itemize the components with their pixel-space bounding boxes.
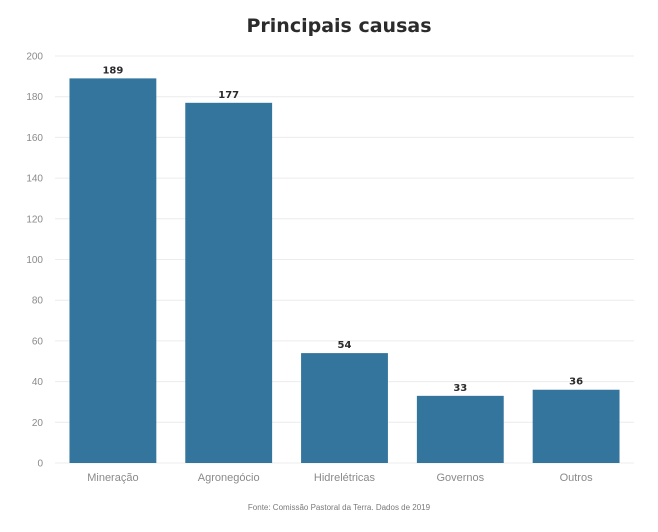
bar-value-label: 36 — [569, 377, 583, 388]
bar — [532, 389, 620, 463]
y-tick-label: 80 — [32, 296, 44, 307]
chart-title: Principais causas — [246, 15, 431, 37]
y-axis: 0 20 40 60 80 100 120 140 160 180 200 — [26, 52, 43, 470]
y-tick-label: 0 — [37, 459, 43, 470]
bar-value-label: 33 — [453, 383, 467, 394]
x-tick-label: Mineração — [87, 472, 138, 484]
x-tick-label: Hidrelétricas — [314, 472, 376, 484]
y-tick-label: 120 — [26, 214, 43, 225]
bar-value-label: 54 — [338, 340, 352, 351]
x-axis: Mineração Agronegócio Hidrelétricas Governo… — [87, 472, 593, 484]
x-tick-label: Outros — [560, 472, 594, 484]
bar-value-label: 189 — [102, 65, 123, 76]
x-tick-label: Agronegócio — [198, 472, 260, 484]
y-tick-label: 40 — [32, 377, 44, 388]
bars — [69, 78, 620, 464]
bar — [301, 353, 388, 463]
data-labels: 189 177 54 33 36 — [102, 65, 583, 393]
y-tick-label: 140 — [26, 174, 43, 185]
y-tick-label: 60 — [32, 336, 44, 347]
source-note: Fonte: Comissão Pastoral da Terra. Dados… — [248, 503, 431, 512]
y-tick-label: 160 — [26, 133, 43, 144]
y-tick-label: 180 — [26, 92, 43, 103]
y-tick-label: 200 — [26, 52, 43, 63]
bar — [69, 78, 157, 463]
bar — [416, 395, 504, 463]
bar-value-label: 177 — [218, 90, 239, 101]
x-tick-label: Governos — [436, 472, 484, 484]
y-tick-label: 100 — [26, 255, 43, 266]
y-tick-label: 20 — [32, 418, 44, 429]
bar — [185, 102, 273, 464]
